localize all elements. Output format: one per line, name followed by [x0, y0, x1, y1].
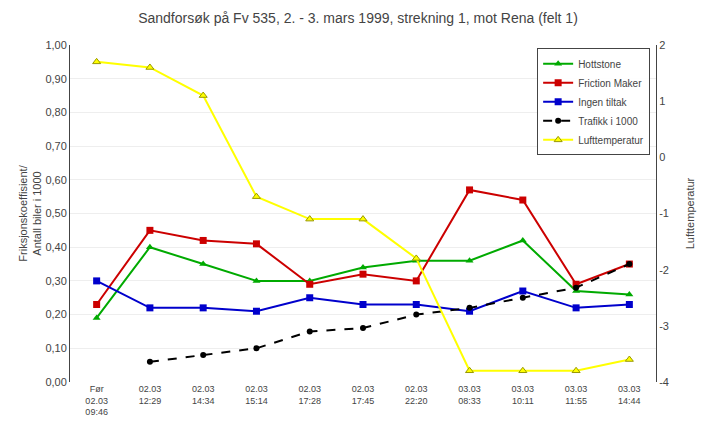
svg-text:03.0314:44: 03.0314:44	[618, 384, 641, 406]
svg-text:-4: -4	[659, 376, 669, 388]
svg-text:Friction Maker: Friction Maker	[578, 78, 642, 89]
svg-text:0,30: 0,30	[45, 275, 66, 287]
svg-text:Før02.0309:46: Før02.0309:46	[85, 384, 108, 417]
svg-text:0,00: 0,00	[45, 376, 66, 388]
svg-text:0,80: 0,80	[45, 106, 66, 118]
svg-text:Ingen tiltak: Ingen tiltak	[578, 97, 627, 108]
svg-text:-2: -2	[659, 264, 669, 276]
svg-text:1: 1	[659, 95, 665, 107]
svg-text:2: 2	[659, 39, 665, 51]
svg-text:0: 0	[659, 151, 665, 163]
svg-text:0,50: 0,50	[45, 207, 66, 219]
svg-text:02.0314:34: 02.0314:34	[192, 384, 215, 406]
svg-text:0,90: 0,90	[45, 73, 66, 85]
svg-text:Lufttemperatur: Lufttemperatur	[684, 177, 696, 249]
svg-text:-1: -1	[659, 207, 669, 219]
svg-text:0,70: 0,70	[45, 140, 66, 152]
svg-text:03.0311:55: 03.0311:55	[565, 384, 588, 406]
svg-text:Lufttemperatur: Lufttemperatur	[578, 135, 644, 146]
svg-text:02.0317:45: 02.0317:45	[352, 384, 375, 406]
svg-text:0,60: 0,60	[45, 174, 66, 186]
svg-text:-3: -3	[659, 320, 669, 332]
svg-text:02.0312:29: 02.0312:29	[139, 384, 162, 406]
svg-text:03.0308:33: 03.0308:33	[458, 384, 481, 406]
svg-text:Hottstone: Hottstone	[578, 59, 621, 70]
svg-text:02.0322:20: 02.0322:20	[405, 384, 428, 406]
svg-text:0,10: 0,10	[45, 342, 66, 354]
svg-text:03.0310:11: 03.0310:11	[512, 384, 535, 406]
svg-text:Trafikk i 1000: Trafikk i 1000	[578, 116, 638, 127]
svg-text:02.0317:28: 02.0317:28	[298, 384, 321, 406]
svg-text:0,40: 0,40	[45, 241, 66, 253]
svg-text:Friksjonskoeffisient/Antall bi: Friksjonskoeffisient/Antall biler i 1000	[17, 164, 43, 261]
svg-text:1,00: 1,00	[45, 39, 66, 51]
svg-text:02.0315:14: 02.0315:14	[245, 384, 268, 406]
svg-text:0,20: 0,20	[45, 308, 66, 320]
svg-text:Sandforsøk på Fv 535, 2. - 3.: Sandforsøk på Fv 535, 2. - 3. mars 1999,…	[138, 10, 578, 26]
